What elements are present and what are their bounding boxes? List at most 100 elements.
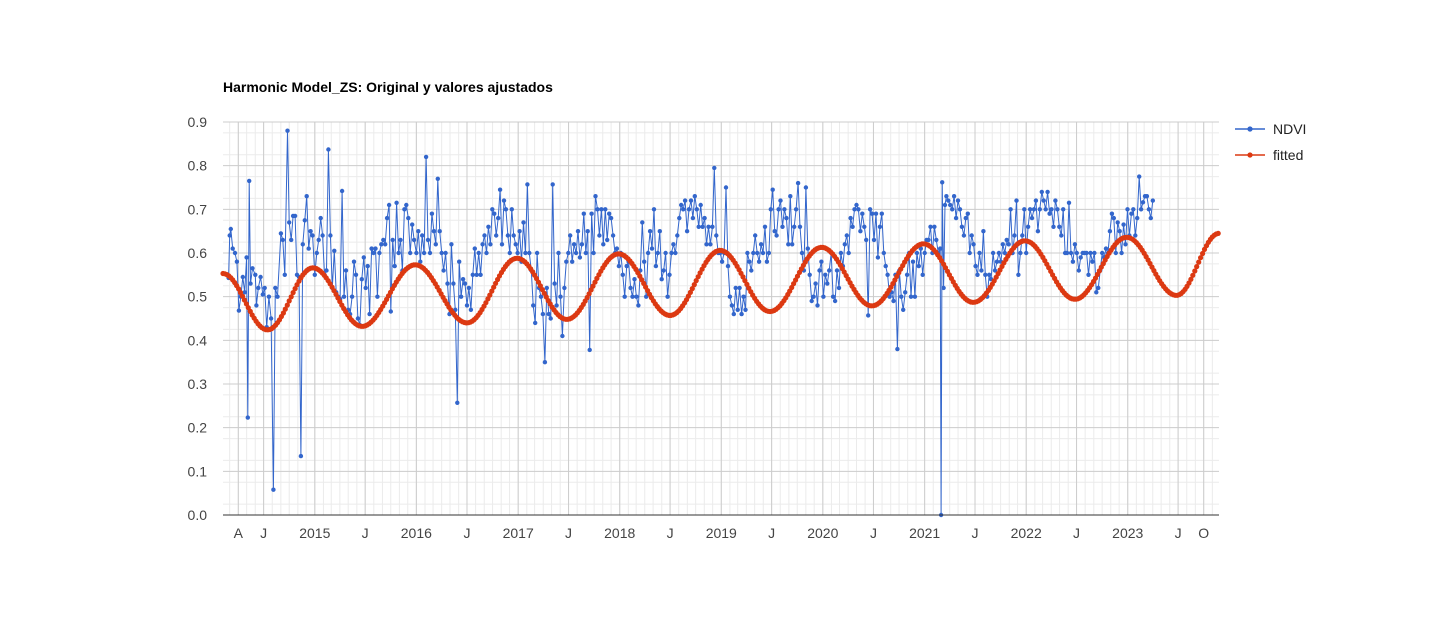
data-point-ndvi[interactable] — [248, 281, 253, 286]
data-point-ndvi[interactable] — [420, 233, 425, 238]
data-point-ndvi[interactable] — [987, 272, 992, 277]
data-point-ndvi[interactable] — [593, 194, 598, 199]
data-point-ndvi[interactable] — [1072, 242, 1078, 247]
data-point-ndvi[interactable] — [455, 400, 460, 405]
data-point-ndvi[interactable] — [589, 211, 594, 216]
data-point-ndvi[interactable] — [328, 233, 333, 238]
data-point-ndvi[interactable] — [595, 207, 600, 212]
data-point-ndvi[interactable] — [644, 294, 649, 299]
data-point-ndvi[interactable] — [308, 229, 313, 234]
data-point-ndvi[interactable] — [710, 224, 715, 229]
data-point-ndvi[interactable] — [244, 255, 249, 260]
data-point-fitted[interactable] — [292, 286, 298, 292]
data-point-ndvi[interactable] — [819, 259, 824, 264]
data-point-ndvi[interactable] — [355, 316, 361, 321]
data-point-ndvi[interactable] — [764, 259, 770, 264]
data-point-ndvi[interactable] — [1084, 250, 1089, 256]
data-point-ndvi[interactable] — [753, 233, 758, 238]
data-point-ndvi[interactable] — [386, 202, 392, 208]
data-point-ndvi[interactable] — [969, 233, 974, 238]
data-point-fitted[interactable] — [1215, 230, 1221, 236]
data-point-ndvi[interactable] — [950, 207, 955, 212]
data-point-ndvi[interactable] — [690, 215, 696, 221]
data-point-ndvi[interactable] — [540, 311, 546, 317]
data-point-ndvi[interactable] — [306, 246, 311, 251]
data-point-ndvi[interactable] — [1022, 207, 1027, 212]
data-point-ndvi[interactable] — [942, 202, 948, 208]
data-point-ndvi[interactable] — [895, 346, 900, 352]
data-point-ndvi[interactable] — [577, 255, 583, 260]
data-point-ndvi[interactable] — [511, 233, 516, 238]
data-point-ndvi[interactable] — [396, 250, 401, 256]
data-point-ndvi[interactable] — [723, 185, 729, 190]
data-point-fitted[interactable] — [691, 282, 697, 288]
data-point-ndvi[interactable] — [622, 294, 627, 299]
data-point-ndvi[interactable] — [542, 360, 548, 365]
data-point-ndvi[interactable] — [253, 272, 258, 277]
data-point-ndvi[interactable] — [1057, 224, 1062, 229]
data-point-ndvi[interactable] — [384, 215, 390, 221]
data-point-ndvi[interactable] — [830, 294, 836, 299]
data-point-ndvi[interactable] — [468, 307, 474, 312]
data-point-ndvi[interactable] — [1070, 259, 1076, 264]
data-point-ndvi[interactable] — [1035, 229, 1041, 234]
data-point-ndvi[interactable] — [1111, 215, 1117, 221]
data-point-ndvi[interactable] — [774, 233, 779, 238]
data-point-ndvi[interactable] — [838, 250, 844, 256]
data-point-ndvi[interactable] — [1150, 198, 1156, 203]
data-point-ndvi[interactable] — [517, 229, 522, 234]
data-point-ndvi[interactable] — [899, 294, 904, 299]
data-point-ndvi[interactable] — [548, 316, 553, 321]
data-point-ndvi[interactable] — [1006, 242, 1011, 247]
data-point-ndvi[interactable] — [433, 242, 438, 247]
data-point-fitted[interactable] — [288, 294, 294, 300]
data-point-ndvi[interactable] — [891, 298, 896, 304]
data-point-ndvi[interactable] — [285, 128, 290, 133]
data-point-ndvi[interactable] — [938, 246, 943, 251]
data-point-ndvi[interactable] — [1119, 250, 1124, 256]
data-point-ndvi[interactable] — [316, 237, 321, 243]
data-point-ndvi[interactable] — [349, 294, 355, 299]
data-point-ndvi[interactable] — [883, 263, 888, 269]
data-point-ndvi[interactable] — [901, 307, 906, 312]
data-point-ndvi[interactable] — [503, 207, 509, 212]
data-point-ndvi[interactable] — [538, 294, 544, 299]
data-point-ndvi[interactable] — [665, 294, 670, 299]
data-point-ndvi[interactable] — [552, 281, 557, 286]
data-point-ndvi[interactable] — [749, 268, 754, 273]
data-point-ndvi[interactable] — [581, 211, 586, 216]
data-point-ndvi[interactable] — [1096, 285, 1101, 291]
data-point-ndvi[interactable] — [451, 281, 456, 286]
data-point-ndvi[interactable] — [661, 268, 666, 273]
data-point-ndvi[interactable] — [234, 259, 240, 264]
data-point-ndvi[interactable] — [1023, 250, 1029, 256]
data-point-ndvi[interactable] — [1125, 207, 1130, 212]
data-point-ndvi[interactable] — [1068, 250, 1074, 256]
data-point-ndvi[interactable] — [914, 250, 920, 256]
data-point-ndvi[interactable] — [842, 242, 847, 247]
data-point-ndvi[interactable] — [803, 185, 809, 190]
data-point-ndvi[interactable] — [250, 266, 255, 271]
data-point-fitted[interactable] — [282, 306, 288, 312]
data-point-ndvi[interactable] — [694, 207, 699, 212]
data-point-ndvi[interactable] — [961, 233, 967, 238]
data-point-ndvi[interactable] — [457, 259, 462, 264]
data-point-ndvi[interactable] — [343, 268, 349, 273]
data-point-ndvi[interactable] — [441, 268, 446, 273]
data-point-ndvi[interactable] — [377, 250, 382, 256]
data-point-ndvi[interactable] — [392, 263, 397, 269]
data-point-ndvi[interactable] — [289, 237, 294, 243]
data-point-ndvi[interactable] — [877, 224, 883, 229]
data-point-ndvi[interactable] — [795, 180, 801, 186]
data-point-ndvi[interactable] — [359, 277, 364, 282]
data-point-ndvi[interactable] — [1008, 207, 1013, 212]
data-point-ndvi[interactable] — [932, 224, 937, 229]
data-point-ndvi[interactable] — [714, 233, 719, 238]
data-point-ndvi[interactable] — [476, 250, 481, 256]
data-point-ndvi[interactable] — [394, 200, 399, 205]
data-point-ndvi[interactable] — [254, 303, 259, 308]
data-point-ndvi[interactable] — [946, 198, 951, 203]
data-point-ndvi[interactable] — [667, 272, 672, 277]
data-point-ndvi[interactable] — [975, 272, 980, 277]
data-point-ndvi[interactable] — [735, 307, 740, 312]
